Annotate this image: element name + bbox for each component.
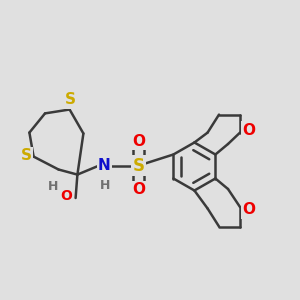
Text: S: S bbox=[65, 92, 76, 107]
Text: S: S bbox=[133, 157, 145, 175]
Text: O: O bbox=[242, 202, 256, 217]
Text: H: H bbox=[100, 178, 110, 192]
Text: N: N bbox=[98, 158, 111, 173]
Text: H: H bbox=[48, 179, 58, 193]
Text: O: O bbox=[132, 134, 145, 149]
Text: S: S bbox=[21, 148, 32, 164]
Text: O: O bbox=[132, 182, 145, 197]
Text: O: O bbox=[61, 189, 73, 202]
Text: O: O bbox=[242, 123, 256, 138]
